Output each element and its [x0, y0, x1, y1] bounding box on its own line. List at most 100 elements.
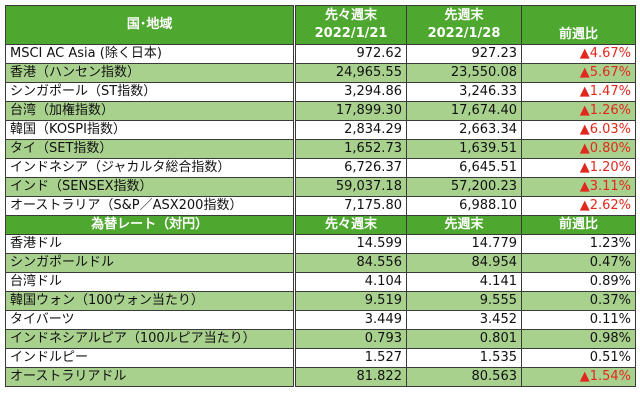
value-prev: 0.801 [405, 329, 523, 349]
value-change: 0.11% [521, 310, 636, 330]
fx-header-prev-label: 先週末 [444, 217, 484, 232]
value-change: ▲2.62% [521, 196, 636, 216]
value-change: ▲3.11% [521, 177, 636, 197]
fx-row: 台湾ドル 4.104 4.141 0.89% [4, 272, 636, 292]
index-row: インド（SENSEX指数） 59,037.18 57,200.23 ▲3.11% [4, 177, 636, 197]
fx-row: 香港ドル 14.599 14.779 1.23% [4, 234, 636, 254]
value-change: ▲6.03% [521, 120, 636, 140]
value-change: 0.47% [521, 253, 636, 273]
value-prev-prev: 9.519 [294, 291, 407, 311]
value-prev-prev: 6,726.37 [294, 158, 407, 178]
header-region: 国･地域 [4, 5, 297, 45]
row-name: 台湾ドル [4, 272, 297, 292]
value-prev-prev: 24,965.55 [294, 63, 407, 83]
fx-row: インドネシアルピア（100ルピア当たり） 0.793 0.801 0.98% [4, 329, 636, 349]
fx-header-prev: 先週末 [405, 215, 523, 235]
fx-header-change: 前週比 [521, 215, 636, 235]
market-summary-table: 国･地域 先々週末 2022/1/21 先週末 2022/1/28 前週比 MSCI… [4, 5, 636, 387]
value-prev-prev: 972.62 [294, 44, 407, 64]
value-prev: 84.954 [405, 253, 523, 273]
header-prev-prev-date: 2022/1/21 [314, 26, 388, 41]
header-prev-prev: 先々週末 2022/1/21 [294, 5, 407, 45]
value-prev-prev: 1,652.73 [294, 139, 407, 159]
row-name: 香港（ハンセン指数） [4, 63, 297, 83]
index-row: オーストラリア（S&P／ASX200指数） 7,175.80 6,988.10 ▲2.… [4, 196, 636, 216]
header-region-label: 国･地域 [126, 17, 173, 32]
row-name: オーストラリアドル [4, 367, 297, 387]
header-change: 前週比 [521, 5, 636, 45]
value-prev-prev: 0.793 [294, 329, 407, 349]
value-change: ▲4.67% [521, 44, 636, 64]
fx-row: インドルピー 1.527 1.535 0.51% [4, 348, 636, 368]
row-name: インドルピー [4, 348, 297, 368]
index-row: タイ（SET指数） 1,652.73 1,639.51 ▲0.80% [4, 139, 636, 159]
value-prev: 927.23 [405, 44, 523, 64]
value-prev: 80.563 [405, 367, 523, 387]
value-change: ▲1.47% [521, 82, 636, 102]
value-change: 0.98% [521, 329, 636, 349]
row-name: インドネシア（ジャカルタ総合指数） [4, 158, 297, 178]
value-prev: 57,200.23 [405, 177, 523, 197]
row-name: シンガポールドル [4, 253, 297, 273]
row-name: タイバーツ [4, 310, 297, 330]
value-change: ▲1.54% [521, 367, 636, 387]
value-prev-prev: 14.599 [294, 234, 407, 254]
fx-header-prev-prev: 先々週末 [294, 215, 407, 235]
value-prev-prev: 3,294.86 [294, 82, 407, 102]
fx-body: 香港ドル 14.599 14.779 1.23% シンガポールドル 84.556 84.95… [4, 234, 636, 387]
value-prev: 9.555 [405, 291, 523, 311]
fx-row: 韓国ウォン（100ウォン当たり） 9.519 9.555 0.37% [4, 291, 636, 311]
value-prev-prev: 81.822 [294, 367, 407, 387]
header-prev: 先週末 2022/1/28 [405, 5, 523, 45]
value-prev: 23,550.08 [405, 63, 523, 83]
value-change: ▲0.80% [521, 139, 636, 159]
row-name: タイ（SET指数） [4, 139, 297, 159]
value-prev-prev: 4.104 [294, 272, 407, 292]
row-name: 韓国ウォン（100ウォン当たり） [4, 291, 297, 311]
fx-header-prev-prev-label: 先々週末 [325, 217, 378, 232]
fx-row: オーストラリアドル 81.822 80.563 ▲1.54% [4, 367, 636, 387]
value-prev: 3,246.33 [405, 82, 523, 102]
index-row: シンガポール（ST指数） 3,294.86 3,246.33 ▲1.47% [4, 82, 636, 102]
value-prev-prev: 59,037.18 [294, 177, 407, 197]
row-name: インドネシアルピア（100ルピア当たり） [4, 329, 297, 349]
index-row: 台湾（加権指数） 17,899.30 17,674.40 ▲1.26% [4, 101, 636, 121]
value-prev: 14.779 [405, 234, 523, 254]
row-name: MSCI AC Asia (除く日本) [4, 44, 297, 64]
row-name: オーストラリア（S&P／ASX200指数） [4, 196, 297, 216]
indices-header-row: 国･地域 先々週末 2022/1/21 先週末 2022/1/28 前週比 [4, 5, 636, 45]
index-row: 韓国（KOSPI指数） 2,834.29 2,663.34 ▲6.03% [4, 120, 636, 140]
value-change: ▲5.67% [521, 63, 636, 83]
value-prev: 1.535 [405, 348, 523, 368]
value-prev-prev: 17,899.30 [294, 101, 407, 121]
value-prev-prev: 2,834.29 [294, 120, 407, 140]
header-prev-prev-label: 先々週末 [325, 8, 378, 23]
row-name: 韓国（KOSPI指数） [4, 120, 297, 140]
fx-row: タイバーツ 3.449 3.452 0.11% [4, 310, 636, 330]
value-change: ▲1.26% [521, 101, 636, 121]
index-row: インドネシア（ジャカルタ総合指数） 6,726.37 6,645.51 ▲1.20% [4, 158, 636, 178]
row-name: インド（SENSEX指数） [4, 177, 297, 197]
value-prev: 2,663.34 [405, 120, 523, 140]
value-change: 0.51% [521, 348, 636, 368]
value-prev: 4.141 [405, 272, 523, 292]
row-name: 台湾（加権指数） [4, 101, 297, 121]
value-prev-prev: 3.449 [294, 310, 407, 330]
fx-header-currency-label: 為替レート（対円） [91, 217, 209, 232]
fx-header-section: 為替レート（対円） 先々週末 先週末 前週比 [4, 215, 636, 235]
fx-header-row: 為替レート（対円） 先々週末 先週末 前週比 [4, 215, 636, 235]
fx-header-currency: 為替レート（対円） [4, 215, 297, 235]
row-name: シンガポール（ST指数） [4, 82, 297, 102]
indices-body: MSCI AC Asia (除く日本) 972.62 927.23 ▲4.67% 香港（… [4, 44, 636, 216]
header-prev-label: 先週末 [444, 8, 484, 23]
value-change: 0.37% [521, 291, 636, 311]
fx-header-change-label: 前週比 [558, 217, 598, 232]
value-prev: 1,639.51 [405, 139, 523, 159]
value-prev: 6,645.51 [405, 158, 523, 178]
fx-row: シンガポールドル 84.556 84.954 0.47% [4, 253, 636, 273]
value-prev-prev: 84.556 [294, 253, 407, 273]
value-prev-prev: 7,175.80 [294, 196, 407, 216]
index-row: 香港（ハンセン指数） 24,965.55 23,550.08 ▲5.67% [4, 63, 636, 83]
value-change: ▲1.20% [521, 158, 636, 178]
header-prev-date: 2022/1/28 [427, 26, 501, 41]
